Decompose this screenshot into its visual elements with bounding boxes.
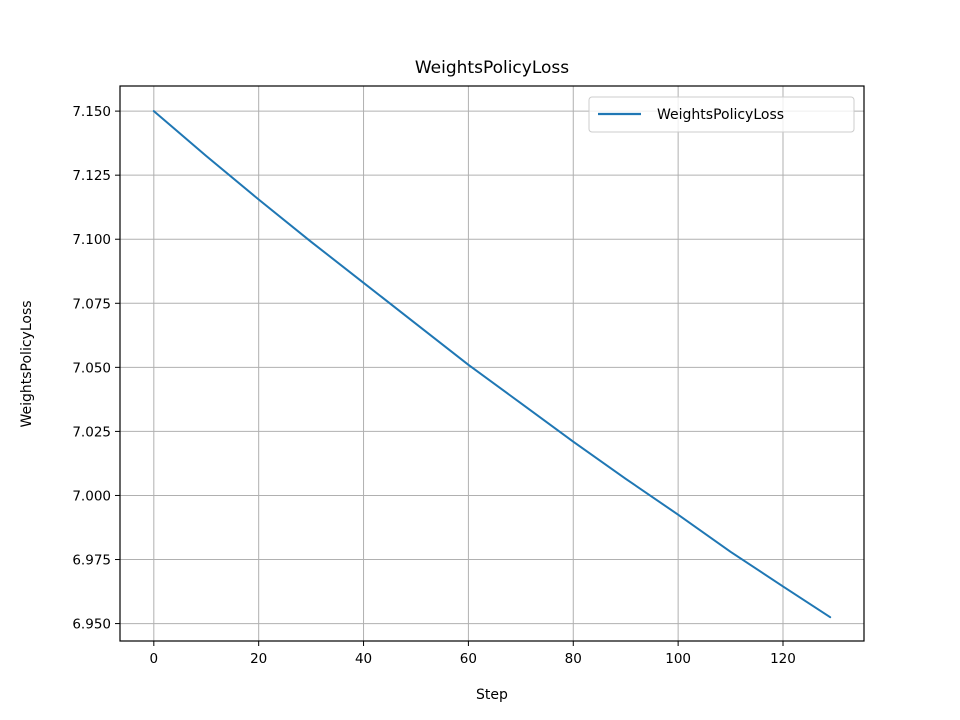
chart-title: WeightsPolicyLoss bbox=[415, 58, 569, 78]
series-line bbox=[152, 110, 832, 619]
y-tick-label: 6.950 bbox=[72, 617, 111, 633]
grid bbox=[120, 86, 864, 641]
x-tick-label: 120 bbox=[770, 651, 796, 667]
x-tick-label: 0 bbox=[150, 651, 159, 667]
y-axis-label: WeightsPolicyLoss bbox=[19, 300, 35, 427]
y-tick-label: 6.975 bbox=[72, 553, 111, 569]
y-tick-label: 7.125 bbox=[72, 168, 111, 184]
plot-frame bbox=[119, 85, 865, 642]
x-tick-label: 60 bbox=[460, 651, 477, 667]
y-tick-label: 7.025 bbox=[72, 424, 111, 440]
x-tick-label: 40 bbox=[355, 651, 372, 667]
y-tick-label: 7.050 bbox=[72, 360, 111, 376]
x-axis-ticks: 0 20 40 60 80 100 120 bbox=[150, 641, 796, 667]
y-tick-label: 7.075 bbox=[72, 296, 111, 312]
y-axis-ticks: 6.950 6.975 7.000 7.025 7.050 7.075 7.100 7.125… bbox=[72, 104, 120, 633]
y-tick-label: 7.150 bbox=[72, 104, 111, 120]
x-tick-label: 100 bbox=[665, 651, 691, 667]
legend-box bbox=[588, 96, 855, 133]
x-tick-label: 20 bbox=[250, 651, 267, 667]
legend: WeightsPolicyLoss bbox=[588, 96, 855, 133]
y-tick-label: 7.000 bbox=[72, 488, 111, 504]
x-tick-label: 80 bbox=[565, 651, 582, 667]
y-tick-label: 7.100 bbox=[72, 232, 111, 248]
series-layer bbox=[152, 110, 832, 619]
x-axis-label: Step bbox=[476, 687, 508, 703]
legend-entry: WeightsPolicyLoss bbox=[657, 107, 784, 123]
